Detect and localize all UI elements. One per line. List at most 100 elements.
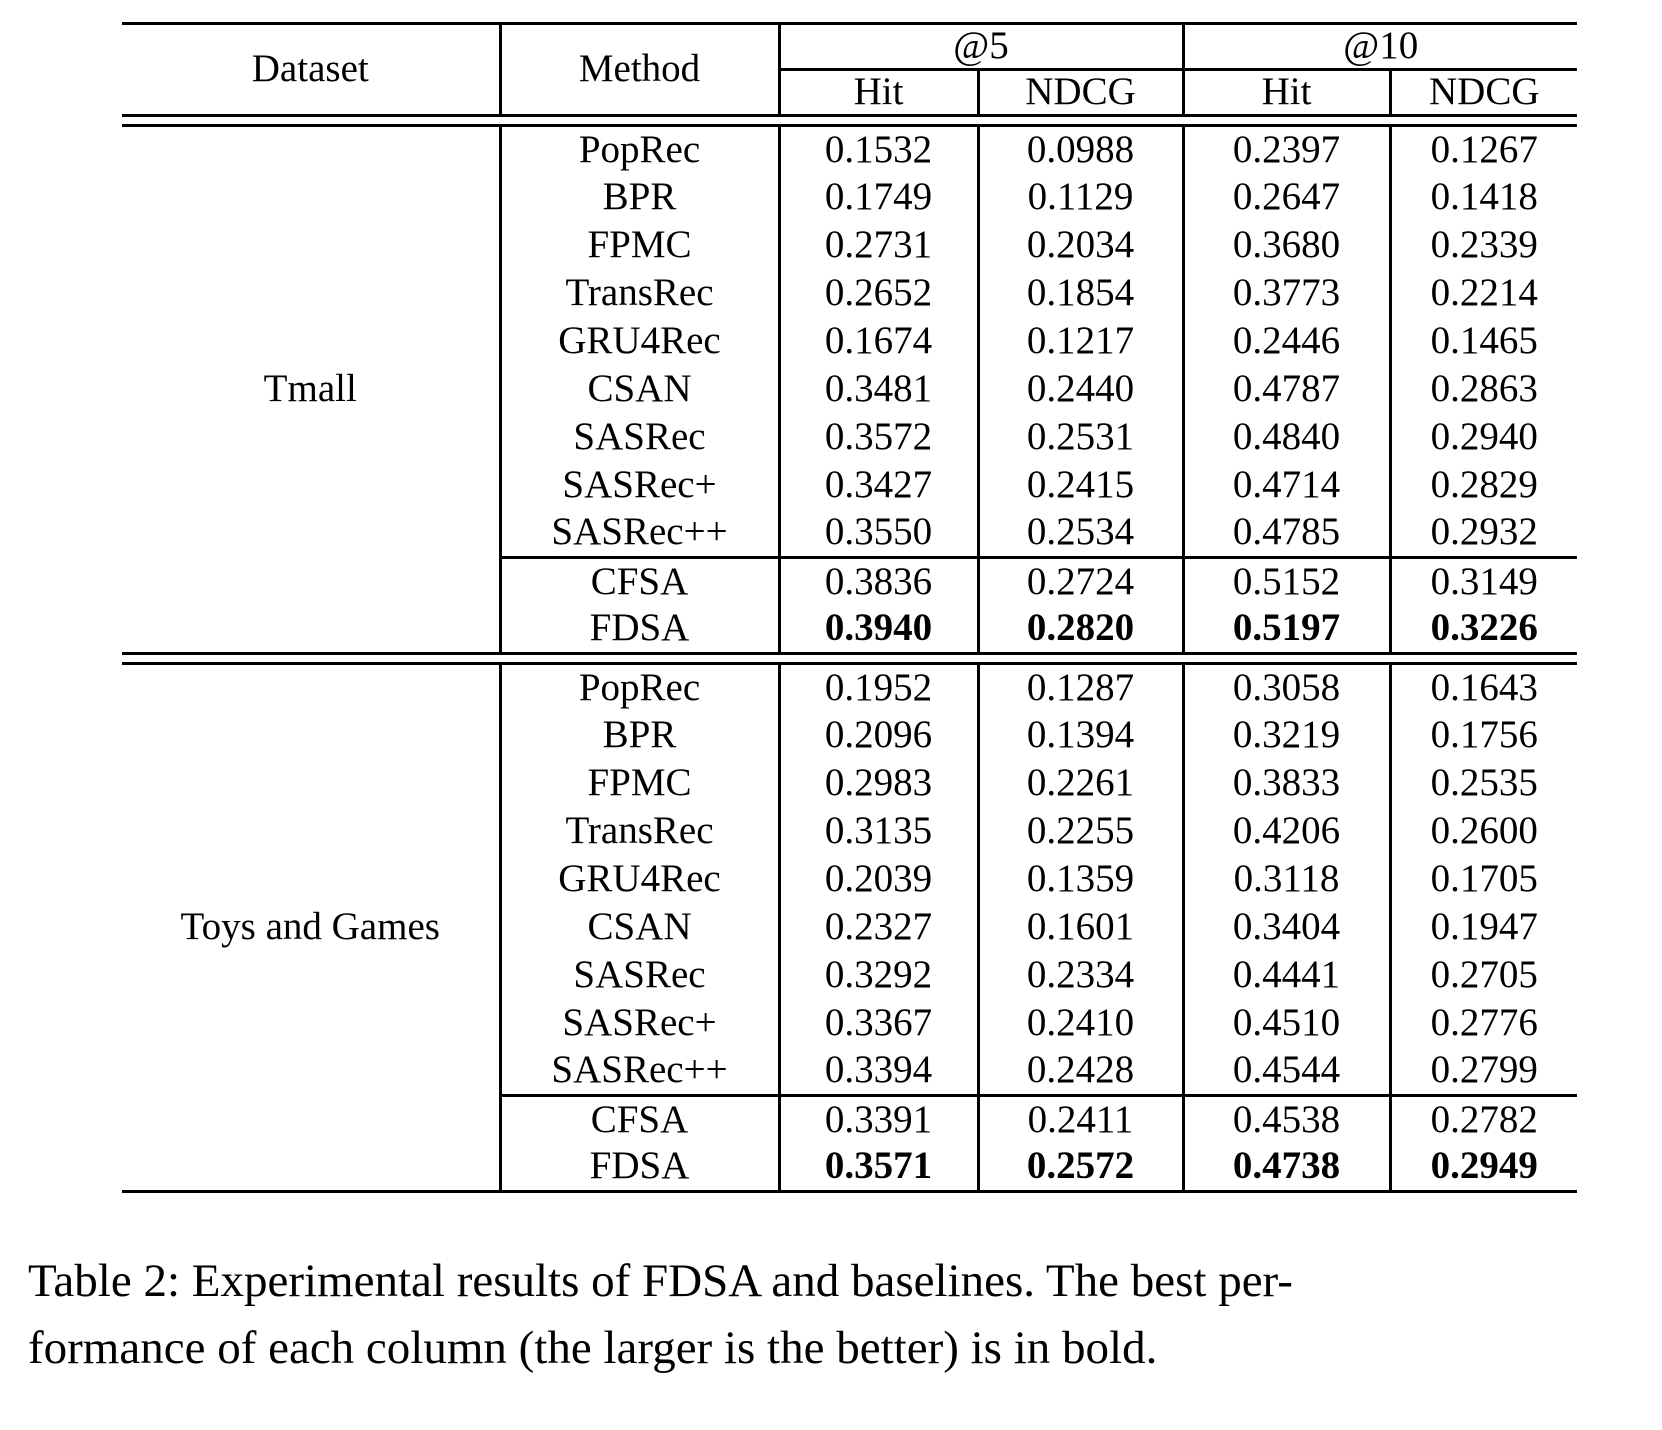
block-double-rule-gap [122,653,1577,665]
dataset-block: Toys and Games PopRec 0.1952 0.1287 0.3058 0.… [122,663,1577,1193]
metric-value-cell: 0.4544 [1183,1047,1392,1096]
metric-value-cell: 0.1952 [779,663,980,712]
table-row: CFSA 0.3836 0.2724 0.5152 0.3149 [122,555,1577,606]
metric-value-cell: 0.3135 [779,807,980,856]
metric-value-cell: 0.3367 [779,999,980,1048]
metric-value-cell: 0.2863 [1430,366,1538,410]
metric-value-cell: 0.2647 [1183,173,1392,222]
metric-value-cell: 0.3292 [779,951,980,1000]
metric-value-cell: 0.1643 [1430,665,1538,709]
metric-value-cell: 0.3481 [779,365,980,414]
double-rule-gap-row [122,115,1577,127]
method-cell: CFSA [500,1093,781,1144]
double-rule-gap-cell [122,653,1577,665]
header-row-metrics: Hit NDCG Hit NDCG [122,69,1577,117]
metric-value-cell: 0.4510 [1183,999,1392,1048]
metric-value-cell: 0.2705 [1430,952,1538,996]
table-row: TransRec 0.3135 0.2255 0.4206 0.2600 [122,807,1577,856]
method-cell: GRU4Rec [500,855,781,904]
metric-value-cell: 0.2411 [978,1093,1185,1144]
metric-value-cell: 0.2534 [978,509,1185,558]
metric-value-cell: 0.4840 [1183,413,1392,462]
method-cell: SASRec+ [500,999,781,1048]
metric-value-cell: 0.4538 [1183,1093,1392,1144]
metric-value-cell: 0.2397 [1183,125,1392,174]
metric-value-cell: 0.2415 [978,461,1185,510]
metric-value-cell: 0.1287 [978,663,1185,712]
metric-value-cell: 0.3572 [779,413,980,462]
table-row: SASRec 0.3572 0.2531 0.4840 0.2940 [122,413,1577,462]
table-row: FPMC 0.2731 0.2034 0.3680 0.2339 [122,221,1577,270]
column-header-dataset: Dataset [122,23,502,117]
method-cell: BPR [500,711,781,760]
table-row: CSAN 0.2327 0.1601 0.3404 0.1947 [122,903,1577,952]
metric-value-cell: 0.2535 [1430,760,1538,804]
metric-value-cell: 0.3394 [779,1047,980,1096]
table-row: FPMC 0.2983 0.2261 0.3833 0.2535 [122,759,1577,808]
metric-value-cell: 0.1532 [779,125,980,174]
method-cell: TransRec [500,269,781,318]
table-row: SASRec 0.3292 0.2334 0.4441 0.2705 [122,951,1577,1000]
method-cell: PopRec [500,125,781,174]
dataset-block: Tmall PopRec 0.1532 0.0988 0.2397 0.1267 BPR 0.… [122,125,1577,655]
column-group-at5: @5 [779,23,1185,71]
method-cell: TransRec [500,807,781,856]
metric-value-cell: 0.1359 [978,855,1185,904]
metric-value-cell: 0.2327 [779,903,980,952]
table-row: SASRec++ 0.3394 0.2428 0.4544 0.2799 [122,1047,1577,1096]
metric-value-cell: 0.1674 [779,317,980,366]
table-row: Toys and Games PopRec 0.1952 0.1287 0.3058 0.… [122,663,1577,1193]
metric-value-cell: 0.3680 [1183,221,1392,270]
metric-value-cell: 0.2096 [779,711,980,760]
table-row: CFSA 0.3391 0.2411 0.4538 0.2782 [122,1093,1577,1144]
metric-value-cell: 0.4787 [1183,365,1392,414]
metric-value-cell: 0.3550 [779,509,980,558]
metric-value-cell: 0.2410 [978,999,1185,1048]
double-rule-gap-row [122,653,1577,665]
metric-value-cell: 0.1418 [1430,174,1538,218]
method-cell: SASRec [500,951,781,1000]
method-cell: CSAN [500,903,781,952]
metric-value-cell: 0.2440 [978,365,1185,414]
table-row: SASRec+ 0.3427 0.2415 0.4714 0.2829 [122,461,1577,510]
metric-value-cell: 0.2949 [1390,1143,1577,1193]
metric-value-cell: 0.5152 [1183,555,1392,606]
column-header-ndcg-at5: NDCG [978,69,1185,117]
method-cell: SASRec [500,413,781,462]
results-table: Dataset Method @5 @10 Hit NDCG Hit NDCG … [122,22,1577,1193]
metric-value-cell: 0.3226 [1390,605,1577,655]
method-cell: CFSA [500,555,781,606]
table-row: FDSA 0.3940 0.2820 0.5197 0.3226 [122,605,1577,655]
table-header: Dataset Method @5 @10 Hit NDCG Hit NDCG [122,23,1577,117]
header-double-rule-gap [122,115,1577,127]
metric-value-cell: 0.2572 [978,1143,1185,1193]
dataset-cell: Tmall [122,125,502,655]
metric-value-cell: 0.2446 [1183,317,1392,366]
metric-value-cell: 0.4206 [1183,807,1392,856]
metric-value-cell: 0.2782 [1390,1093,1577,1144]
metric-value-cell: 0.4714 [1183,461,1392,510]
table-row: BPR 0.1749 0.1129 0.2647 0.1418 [122,173,1577,222]
method-cell: GRU4Rec [500,317,781,366]
table-row: Tmall PopRec 0.1532 0.0988 0.2397 0.1267 [122,125,1577,655]
header-row-groups: Dataset Method @5 @10 [122,23,1577,117]
method-cell: PopRec [500,663,781,712]
metric-value-cell: 0.2932 [1430,510,1538,554]
column-header-hit-at5: Hit [779,69,980,117]
table-row: GRU4Rec 0.1674 0.1217 0.2446 0.1465 [122,317,1577,366]
metric-value-cell: 0.3149 [1390,555,1577,606]
metric-value-cell: 0.1705 [1430,856,1538,900]
metric-value-cell: 0.4441 [1183,951,1392,1000]
metric-value-cell: 0.3773 [1183,269,1392,318]
metric-value-cell: 0.2034 [978,221,1185,270]
metric-value-cell: 0.0988 [978,125,1185,174]
method-cell: FDSA [500,1143,781,1193]
metric-value-cell: 0.1947 [1430,904,1538,948]
caption-line-2: formance of each column (the larger is t… [28,1321,1158,1374]
metric-value-cell: 0.1756 [1430,712,1538,756]
metric-value-cell: 0.2829 [1430,462,1538,506]
metric-value-cell: 0.4785 [1183,509,1392,558]
metric-value-cell: 0.3833 [1183,759,1392,808]
table-row: TransRec 0.2652 0.1854 0.3773 0.2214 [122,269,1577,318]
metric-value-cell: 0.3836 [779,555,980,606]
